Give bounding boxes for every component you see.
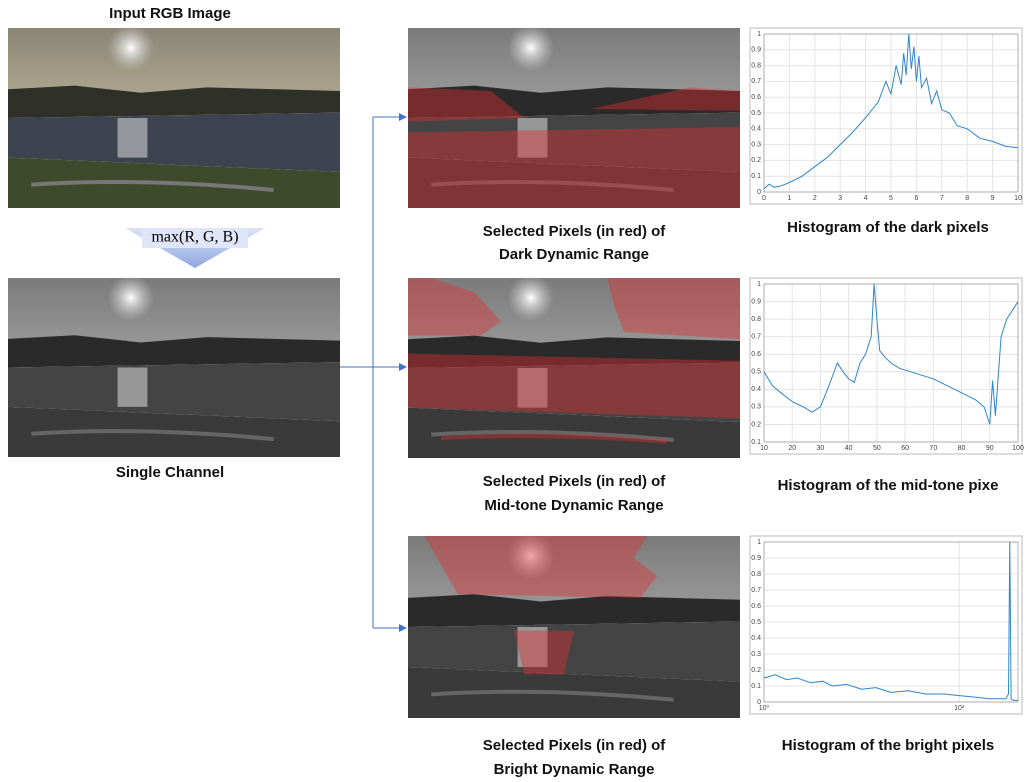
y-tick-label: 0.2 (751, 157, 761, 164)
y-tick-label: 0.5 (751, 619, 761, 626)
input-title: Input RGB Image (109, 5, 231, 22)
row-caption: Selected Pixels (in red) of (483, 737, 667, 754)
x-tick-label: 10⁰ (759, 704, 770, 712)
connectors (340, 117, 406, 628)
x-tick-label: 2 (813, 195, 817, 202)
y-tick-label: 0.6 (751, 94, 761, 101)
y-tick-label: 0.3 (751, 651, 761, 658)
row-caption: Bright Dynamic Range (494, 761, 655, 778)
y-tick-label: 0.2 (751, 667, 761, 674)
row-caption: Selected Pixels (in red) of (483, 223, 667, 240)
selected-overlay (425, 536, 657, 598)
y-tick-label: 0.6 (751, 603, 761, 610)
sun (507, 274, 554, 321)
y-tick-label: 0.8 (751, 571, 761, 578)
treeline (8, 86, 340, 118)
y-tick-label: 0.4 (751, 635, 761, 642)
y-tick-label: 0.7 (751, 334, 761, 341)
x-tick-label: 6 (914, 195, 918, 202)
row-caption: Dark Dynamic Range (499, 246, 649, 263)
histogram-title: Histogram of the dark pixels (787, 219, 989, 236)
y-tick-label: 0.1 (751, 683, 761, 690)
x-tick-label: 7 (940, 195, 944, 202)
selected-overlay (408, 127, 740, 208)
x-tick-label: 10² (954, 705, 965, 712)
sun (107, 24, 154, 71)
sun (507, 24, 554, 71)
y-tick-label: 0.9 (751, 298, 761, 305)
y-tick-label: 0.6 (751, 351, 761, 358)
y-tick-label: 1 (757, 539, 761, 546)
x-tick-label: 10 (760, 445, 768, 452)
histogram-box (750, 28, 1022, 204)
y-tick-label: 0.1 (751, 173, 761, 180)
x-tick-label: 40 (845, 445, 853, 452)
photo (408, 532, 740, 718)
treeline (408, 594, 740, 627)
row-caption: Mid-tone Dynamic Range (484, 497, 663, 514)
x-tick-label: 1 (787, 195, 791, 202)
x-tick-label: 8 (965, 195, 969, 202)
histogram-title: Histogram of the mid-tone pixe (778, 477, 999, 494)
y-tick-label: 0.3 (751, 404, 761, 411)
y-tick-label: 1 (757, 281, 761, 288)
x-tick-label: 100 (1012, 445, 1024, 452)
x-tick-label: 3 (838, 195, 842, 202)
y-tick-label: 0.8 (751, 62, 761, 69)
sun (108, 274, 155, 321)
y-tick-label: 0.5 (751, 110, 761, 117)
y-tick-label: 0.8 (751, 316, 761, 323)
x-tick-label: 30 (817, 445, 825, 452)
histogram-box (750, 536, 1022, 714)
glint (118, 118, 148, 158)
y-tick-label: 0.4 (751, 126, 761, 133)
x-tick-label: 0 (762, 195, 766, 202)
y-tick-label: 0.3 (751, 141, 761, 148)
x-tick-label: 80 (958, 445, 966, 452)
x-tick-label: 60 (901, 445, 909, 452)
selected-overlay (408, 354, 740, 419)
photo (408, 24, 740, 208)
y-tick-label: 0.9 (751, 555, 761, 562)
photo (408, 274, 740, 458)
row-caption: Selected Pixels (in red) of (483, 473, 667, 490)
single-caption: Single Channel (116, 464, 224, 481)
glint (118, 368, 148, 407)
y-tick-label: 0.7 (751, 78, 761, 85)
figure: Input RGB Image max(R, G, B) Single Chan… (0, 0, 1032, 782)
selected-overlay (514, 631, 574, 675)
treeline (8, 335, 340, 367)
x-tick-label: 90 (986, 445, 994, 452)
x-tick-label: 70 (929, 445, 937, 452)
y-tick-label: 0.2 (751, 421, 761, 428)
y-tick-label: 0 (757, 189, 761, 196)
histogram-box (750, 278, 1022, 454)
x-tick-label: 9 (991, 195, 995, 202)
y-tick-label: 0.9 (751, 47, 761, 54)
selected-overlay (607, 278, 740, 339)
y-tick-label: 0.7 (751, 587, 761, 594)
x-tick-label: 4 (864, 195, 868, 202)
x-tick-label: 5 (889, 195, 893, 202)
y-tick-label: 0.4 (751, 386, 761, 393)
x-tick-label: 20 (788, 445, 796, 452)
photo (8, 274, 340, 457)
y-tick-label: 0.5 (751, 369, 761, 376)
x-tick-label: 10 (1014, 195, 1022, 202)
histogram-title: Histogram of the bright pixels (782, 737, 995, 754)
y-tick-label: 1 (757, 31, 761, 38)
operation: max(R, G, B) (151, 229, 238, 246)
x-tick-label: 50 (873, 445, 881, 452)
photo (8, 24, 340, 208)
